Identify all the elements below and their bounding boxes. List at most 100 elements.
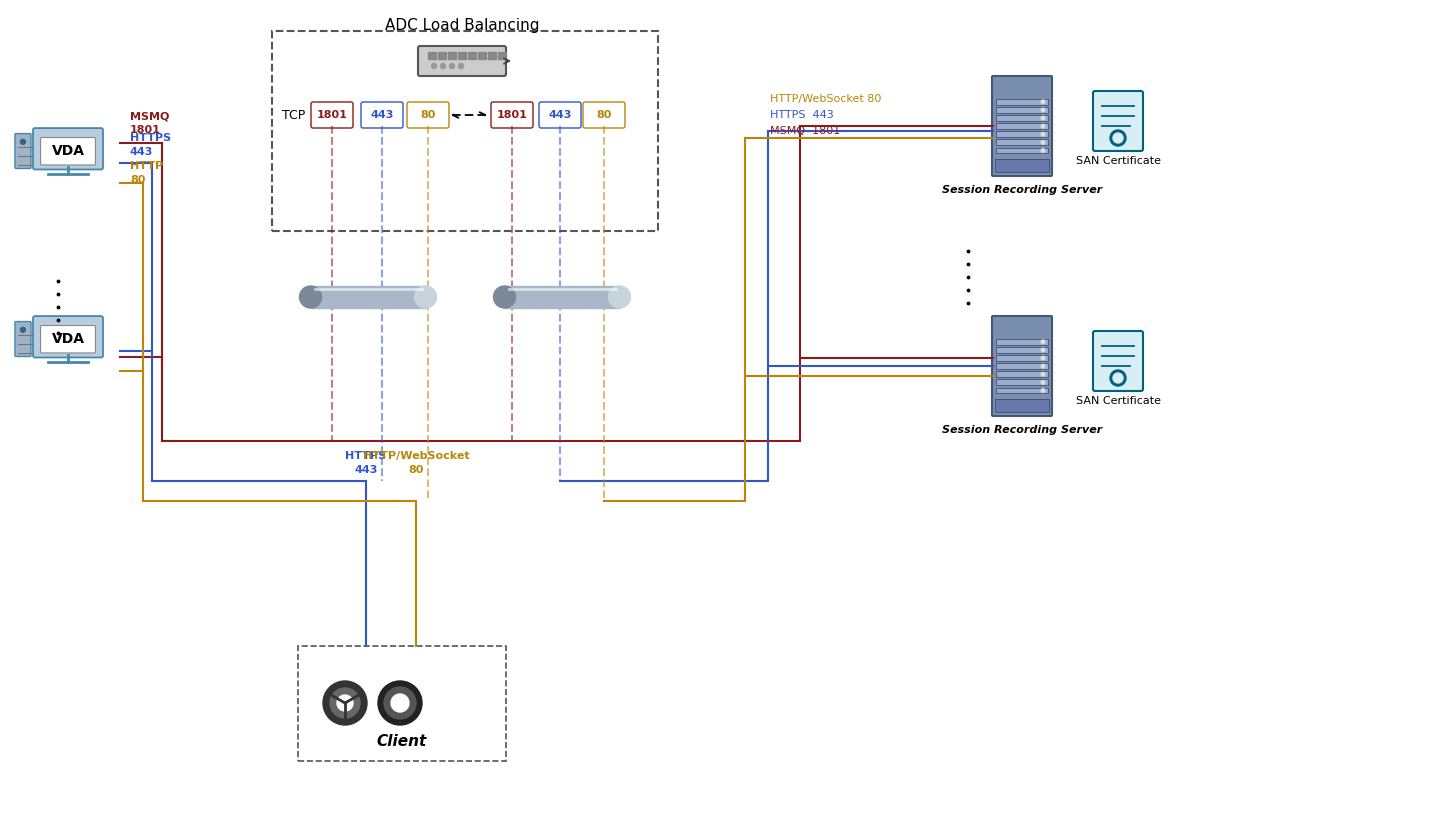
Text: HTTPS: HTTPS xyxy=(346,451,386,461)
Text: 443: 443 xyxy=(370,110,393,120)
FancyBboxPatch shape xyxy=(15,322,30,356)
FancyBboxPatch shape xyxy=(996,115,1048,121)
Circle shape xyxy=(1041,117,1045,120)
Text: HTTPS  443: HTTPS 443 xyxy=(770,110,833,120)
Text: MSMQ: MSMQ xyxy=(131,111,170,121)
FancyBboxPatch shape xyxy=(996,107,1048,112)
Circle shape xyxy=(1041,100,1045,103)
Text: 443: 443 xyxy=(131,147,154,157)
Circle shape xyxy=(1041,388,1045,392)
Ellipse shape xyxy=(299,286,321,308)
FancyBboxPatch shape xyxy=(995,399,1048,412)
Text: 80: 80 xyxy=(597,110,611,120)
FancyBboxPatch shape xyxy=(584,102,624,128)
Circle shape xyxy=(1041,140,1045,144)
FancyBboxPatch shape xyxy=(33,316,103,357)
Circle shape xyxy=(378,681,423,725)
FancyBboxPatch shape xyxy=(996,379,1048,385)
FancyBboxPatch shape xyxy=(996,363,1048,369)
Circle shape xyxy=(383,687,417,719)
FancyBboxPatch shape xyxy=(996,99,1048,105)
Circle shape xyxy=(431,63,437,68)
FancyBboxPatch shape xyxy=(995,159,1048,172)
Circle shape xyxy=(1041,381,1045,384)
Circle shape xyxy=(1041,124,1045,128)
FancyBboxPatch shape xyxy=(362,102,404,128)
Circle shape xyxy=(1041,373,1045,376)
FancyBboxPatch shape xyxy=(1093,91,1143,151)
Text: SAN Certificate: SAN Certificate xyxy=(1076,396,1160,406)
FancyBboxPatch shape xyxy=(539,102,581,128)
Bar xyxy=(449,52,456,59)
Ellipse shape xyxy=(494,286,515,308)
Circle shape xyxy=(1109,370,1125,386)
Text: MSMQ  1801: MSMQ 1801 xyxy=(770,126,841,136)
FancyBboxPatch shape xyxy=(33,128,103,169)
FancyBboxPatch shape xyxy=(41,326,96,353)
Circle shape xyxy=(1114,133,1122,143)
Text: 443: 443 xyxy=(354,465,378,475)
Circle shape xyxy=(20,328,26,333)
FancyBboxPatch shape xyxy=(491,102,533,128)
Circle shape xyxy=(322,681,367,725)
Text: HTTPS: HTTPS xyxy=(131,133,171,143)
Ellipse shape xyxy=(414,286,437,308)
Text: 1801: 1801 xyxy=(317,110,347,120)
Circle shape xyxy=(459,63,463,68)
Bar xyxy=(439,52,446,59)
FancyBboxPatch shape xyxy=(996,131,1048,137)
FancyBboxPatch shape xyxy=(418,46,505,76)
FancyBboxPatch shape xyxy=(407,102,449,128)
FancyBboxPatch shape xyxy=(996,347,1048,353)
Text: 1801: 1801 xyxy=(497,110,527,120)
FancyBboxPatch shape xyxy=(15,134,30,168)
Ellipse shape xyxy=(608,286,630,308)
Circle shape xyxy=(1041,356,1045,360)
Bar xyxy=(498,52,505,59)
FancyBboxPatch shape xyxy=(996,355,1048,361)
FancyBboxPatch shape xyxy=(996,123,1048,129)
Text: 80: 80 xyxy=(131,175,145,185)
FancyBboxPatch shape xyxy=(996,339,1048,345)
Text: HTTP: HTTP xyxy=(131,161,163,171)
Circle shape xyxy=(330,688,360,718)
Bar xyxy=(504,286,620,308)
Text: 1801: 1801 xyxy=(131,125,161,135)
Text: 80: 80 xyxy=(420,110,436,120)
Circle shape xyxy=(1041,365,1045,368)
Circle shape xyxy=(1041,108,1045,112)
Bar xyxy=(311,286,425,308)
Circle shape xyxy=(1041,348,1045,351)
Circle shape xyxy=(1041,132,1045,136)
Circle shape xyxy=(20,140,26,144)
Text: HTTP/WebSocket 80: HTTP/WebSocket 80 xyxy=(770,94,881,104)
Bar xyxy=(488,52,497,59)
FancyBboxPatch shape xyxy=(992,76,1053,176)
FancyBboxPatch shape xyxy=(311,102,353,128)
Text: Session Recording Server: Session Recording Server xyxy=(942,185,1102,195)
Circle shape xyxy=(391,694,409,712)
Text: HTTP/WebSocket: HTTP/WebSocket xyxy=(363,451,469,461)
Bar xyxy=(478,52,486,59)
Circle shape xyxy=(1114,373,1122,383)
Bar xyxy=(428,52,436,59)
FancyBboxPatch shape xyxy=(996,140,1048,145)
FancyBboxPatch shape xyxy=(1093,331,1143,391)
Text: SAN Certificate: SAN Certificate xyxy=(1076,156,1160,166)
FancyBboxPatch shape xyxy=(996,148,1048,154)
FancyBboxPatch shape xyxy=(996,371,1048,377)
FancyBboxPatch shape xyxy=(996,388,1048,393)
Circle shape xyxy=(440,63,446,68)
Text: 443: 443 xyxy=(549,110,572,120)
Circle shape xyxy=(1041,149,1045,153)
FancyBboxPatch shape xyxy=(41,138,96,165)
Circle shape xyxy=(1109,130,1125,146)
FancyBboxPatch shape xyxy=(992,316,1053,416)
Bar xyxy=(457,52,466,59)
Text: Session Recording Server: Session Recording Server xyxy=(942,425,1102,435)
Bar xyxy=(468,52,476,59)
Text: Client: Client xyxy=(378,734,427,749)
Text: TCP: TCP xyxy=(282,108,305,122)
Text: 80: 80 xyxy=(408,465,424,475)
Circle shape xyxy=(1041,340,1045,344)
